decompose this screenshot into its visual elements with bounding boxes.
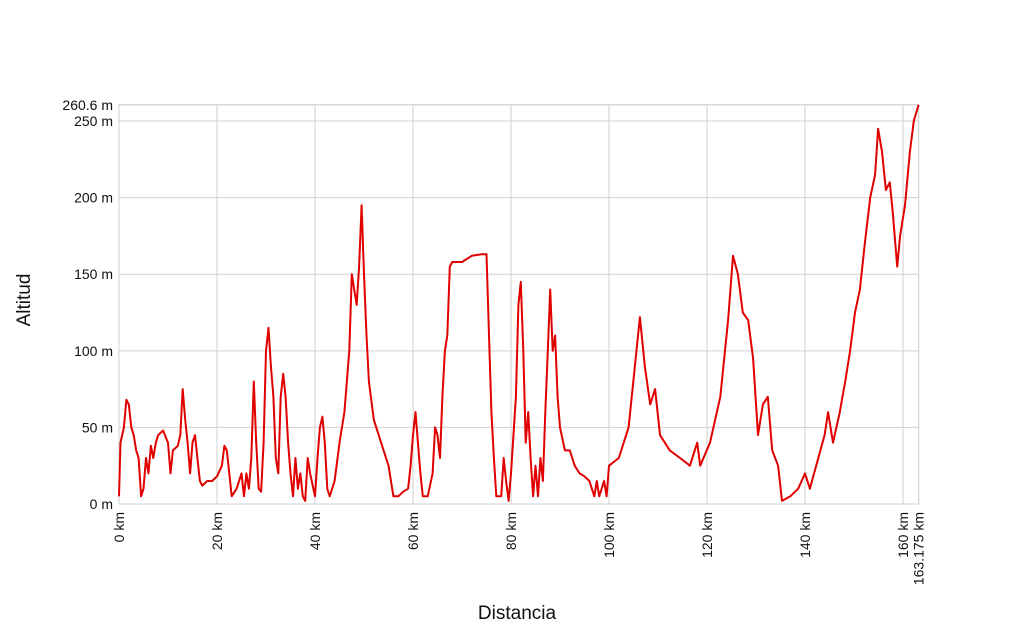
x-tick-label: 40 km (307, 512, 323, 550)
x-tick-label: 80 km (503, 512, 519, 550)
y-axis-label: Altitud (14, 274, 35, 327)
y-tick-label: 0 m (90, 496, 113, 512)
y-tick-label: 250 m (74, 113, 113, 129)
x-tick-label: 20 km (209, 512, 225, 550)
x-axis-label: Distancia (478, 603, 557, 624)
x-tick-label: 160 km (895, 512, 911, 558)
y-tick-label: 50 m (82, 419, 113, 435)
x-tick-label: 140 km (797, 512, 813, 558)
elevation-line (118, 104, 920, 502)
x-tick-label: 60 km (405, 512, 421, 550)
x-tick-label: 120 km (699, 512, 715, 558)
x-tick-label: 0 km (111, 512, 127, 542)
x-tick-label: 100 km (601, 512, 617, 558)
y-tick-label: 200 m (74, 190, 113, 206)
y-tick-label: 100 m (74, 343, 113, 359)
y-tick-label: 150 m (74, 266, 113, 282)
x-tick-label: 163.175 km (911, 512, 927, 585)
y-tick-label: 260.6 m (62, 97, 113, 113)
